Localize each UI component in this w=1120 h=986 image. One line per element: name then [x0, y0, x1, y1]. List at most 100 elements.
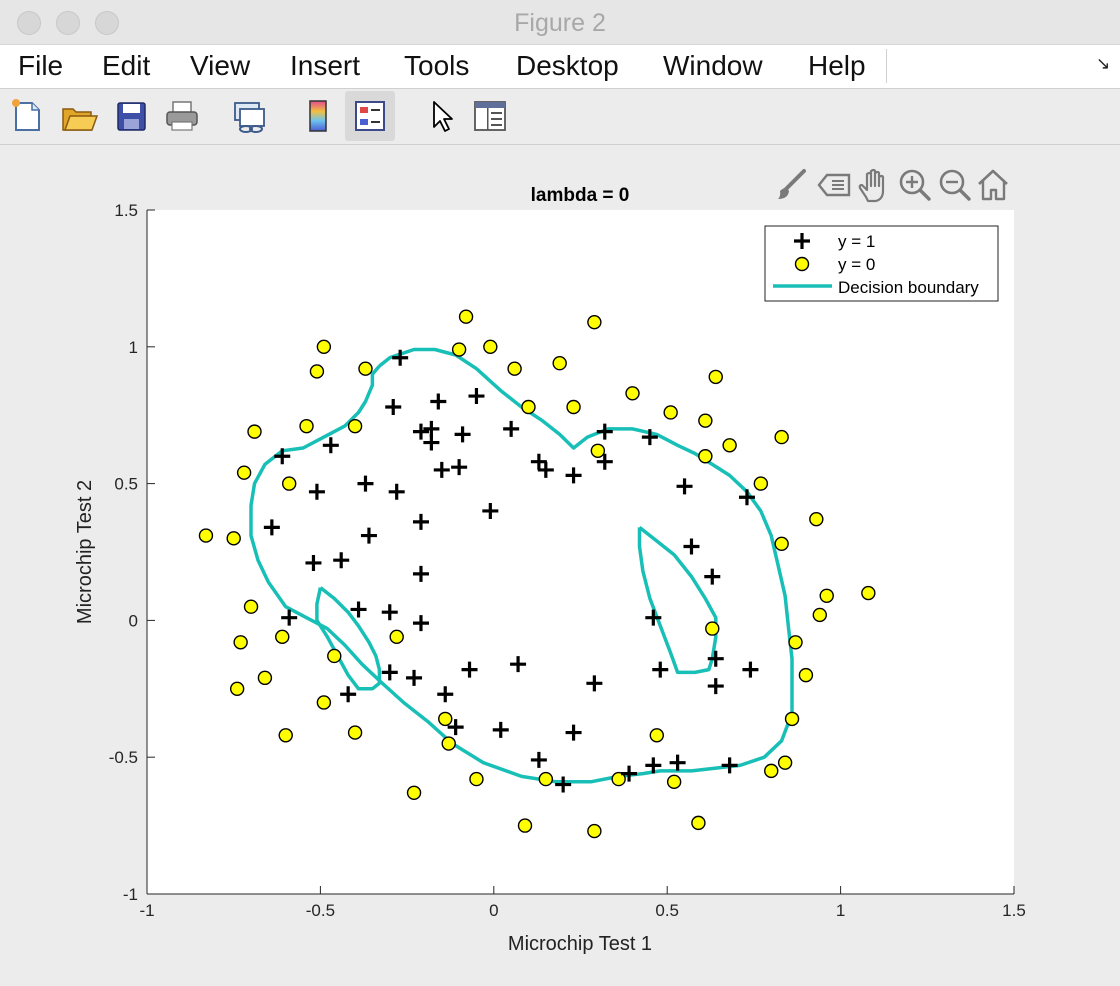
pan-hand-icon[interactable]: [858, 168, 885, 203]
y1-point: [565, 724, 582, 741]
y0-point: [611, 771, 626, 787]
y0-point: [441, 736, 456, 751]
legend[interactable]: y = 1 y = 0 Decision boundary: [764, 225, 999, 302]
y0-point: [458, 309, 474, 324]
print-icon[interactable]: [159, 93, 205, 139]
y0-point: [625, 386, 640, 401]
y1-point: [360, 527, 377, 544]
y1-point: [530, 453, 547, 470]
y0-point: [753, 476, 769, 491]
y0-point: [507, 361, 522, 376]
y0-point: [649, 728, 664, 743]
close-window-icon[interactable]: [17, 11, 41, 35]
open-file-icon[interactable]: [55, 93, 101, 139]
menu-view[interactable]: View: [190, 50, 251, 81]
y1-point: [451, 459, 468, 476]
y1-point: [683, 538, 700, 555]
y1-point: [333, 552, 350, 569]
y0-point: [257, 670, 273, 686]
y0-point: [722, 438, 737, 453]
y1-point: [742, 661, 759, 678]
restore-view-home-icon[interactable]: [978, 169, 1008, 201]
y0-point: [247, 424, 262, 439]
zoom-in-icon[interactable]: [899, 169, 931, 201]
y1-point: [738, 489, 755, 506]
y0-point: [229, 681, 245, 696]
y0-point: [438, 711, 453, 727]
y0-point: [798, 667, 814, 683]
menu-tools[interactable]: Tools: [404, 50, 470, 81]
y0-point: [198, 528, 214, 543]
y0-point: [517, 818, 533, 833]
y0-point: [451, 342, 467, 357]
y1-point: [406, 669, 423, 686]
decision-boundary-segment: [249, 347, 794, 784]
y0-point: [299, 418, 314, 434]
y1-point: [392, 349, 409, 366]
y1-point: [412, 565, 429, 582]
y0-point: [316, 339, 332, 355]
menu-edit[interactable]: Edit: [102, 50, 151, 81]
y-tick-label: 1: [129, 338, 138, 357]
menu-insert[interactable]: Insert: [290, 50, 361, 81]
y1-point: [510, 656, 527, 673]
y0-point: [226, 531, 241, 546]
y0-point: [389, 629, 404, 645]
y0-point: [705, 621, 720, 636]
y0-point: [784, 711, 800, 727]
y0-point: [275, 629, 290, 645]
y1-point: [385, 398, 402, 415]
insert-legend-icon: [355, 101, 385, 131]
y0-point: [233, 635, 248, 650]
decision-boundary-segment: [315, 586, 382, 691]
y1-point: [437, 686, 454, 703]
minimize-window-icon[interactable]: [56, 11, 80, 35]
y1-point: [274, 448, 291, 465]
property-inspector-icon[interactable]: [467, 93, 513, 139]
y1-point: [447, 719, 464, 736]
figure-canvas: lambda = 0 -1 -0.5 0 0.5 1 1.5 -1 -0.5 0 0.5 1 1.5…: [0, 145, 1120, 986]
edit-plot-pointer-icon[interactable]: [417, 93, 463, 139]
figure-toolbar: [0, 89, 1120, 145]
zoom-out-icon[interactable]: [939, 169, 971, 201]
link-plot-icon[interactable]: [226, 93, 272, 139]
menu-desktop[interactable]: Desktop: [516, 50, 619, 81]
y1-point: [645, 609, 662, 626]
y0-point: [347, 418, 363, 434]
y1-point: [468, 388, 485, 405]
y0-point: [278, 728, 293, 743]
dock-arrow-icon[interactable]: ↘: [1096, 54, 1111, 73]
y1-point: [565, 467, 582, 484]
y1-point: [322, 437, 339, 454]
menu-window[interactable]: Window: [663, 50, 763, 81]
y0-point: [698, 449, 713, 464]
menu-help[interactable]: Help: [808, 50, 866, 81]
y1-point: [707, 678, 724, 695]
legend-label-y0: y = 0: [838, 255, 875, 274]
y1-point: [586, 675, 603, 692]
y1-point: [707, 650, 724, 667]
brush-icon[interactable]: [778, 169, 806, 199]
insert-colorbar-icon[interactable]: [295, 93, 341, 139]
x-axis-ticks: -1 -0.5 0 0.5 1 1.5: [139, 886, 1026, 920]
new-figure-icon[interactable]: [4, 93, 50, 139]
y0-points-layer: [198, 309, 876, 839]
y0-point: [774, 429, 789, 445]
x-tick-label: -0.5: [306, 901, 335, 920]
y0-point: [469, 771, 484, 787]
insert-legend-button[interactable]: [345, 91, 395, 141]
save-icon[interactable]: [108, 93, 154, 139]
y0-point: [281, 476, 297, 491]
y-tick-label: -0.5: [109, 748, 138, 767]
y0-point: [788, 635, 803, 650]
zoom-window-icon[interactable]: [95, 11, 119, 35]
y1-point: [645, 757, 662, 774]
legend-label-boundary: Decision boundary: [838, 278, 979, 297]
legend-marker-plus: [794, 233, 810, 249]
y1-point: [652, 661, 669, 678]
menu-file[interactable]: File: [18, 50, 64, 81]
y0-point: [347, 725, 363, 740]
y1-point: [492, 721, 509, 738]
y1-point: [412, 615, 429, 632]
data-tips-icon[interactable]: [817, 173, 851, 197]
